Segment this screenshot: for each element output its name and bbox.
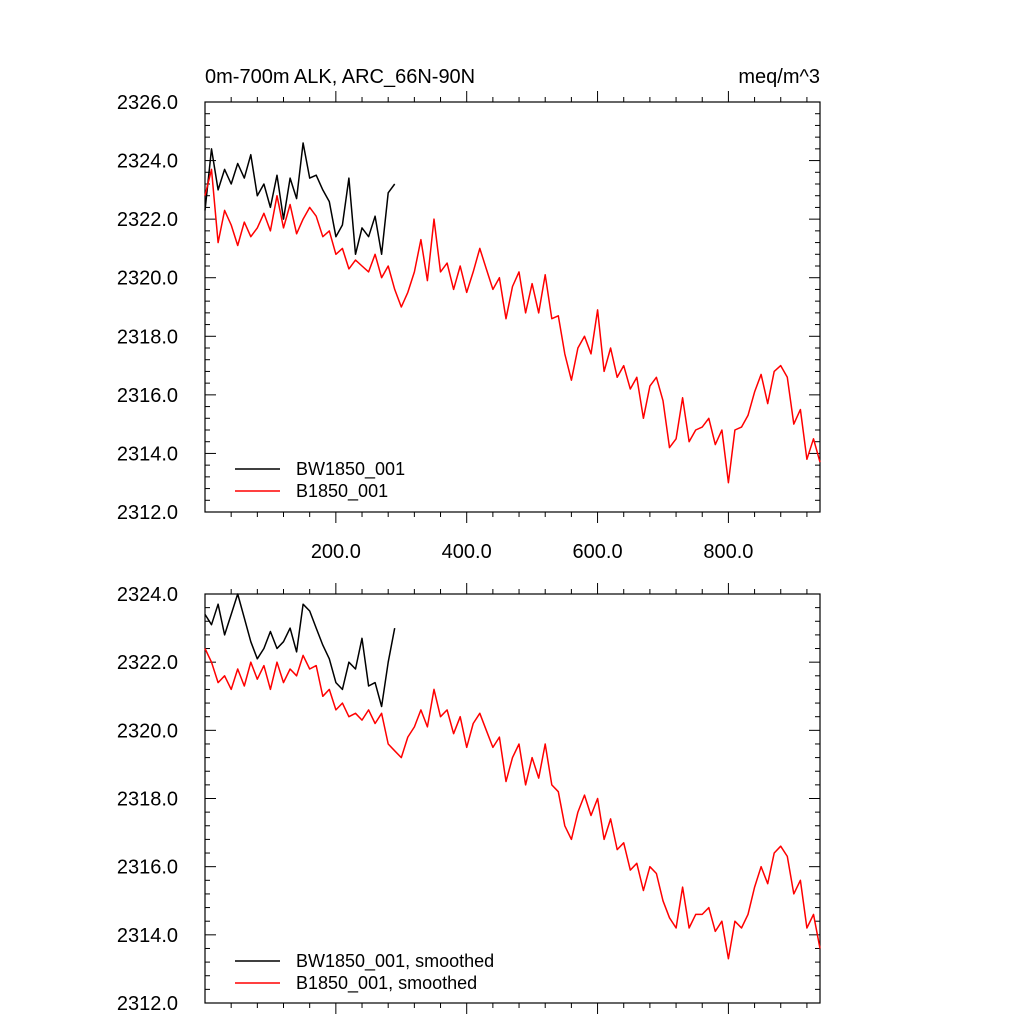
y-tick-label: 2324.0 xyxy=(117,151,178,173)
y-tick-label: 2312.0 xyxy=(117,993,178,1015)
legend-label-bw1850: BW1850_001 xyxy=(296,459,405,480)
top-panel: 2312.0 2314.0 2316.0 2318.0 2320.0 2322.0 2324… xyxy=(117,91,821,563)
y-tick-label: 2322.0 xyxy=(117,209,178,231)
y-tick-label: 2316.0 xyxy=(117,857,178,879)
legend-label-b1850: B1850_001 xyxy=(296,481,388,502)
series-line-bw1850-001 xyxy=(204,142,396,256)
legend-label-b1850-smoothed: B1850_001, smoothed xyxy=(296,973,477,994)
bottom-legend: BW1850_001, smoothed B1850_001, smoothed xyxy=(235,951,494,994)
y-tick-label: 2312.0 xyxy=(117,502,178,524)
y-tick-label: 2314.0 xyxy=(117,925,178,947)
plot-frame xyxy=(204,593,821,1004)
plot-frame xyxy=(204,101,821,513)
legend-label-bw1850-smoothed: BW1850_001, smoothed xyxy=(296,951,494,972)
series-line-b1850-001-smoothed xyxy=(204,648,821,960)
y-tick-label: 2318.0 xyxy=(117,326,178,348)
series-line-bw1850-001-smoothed xyxy=(204,593,396,708)
y-tick-label: 2316.0 xyxy=(117,385,178,407)
bottom-panel: 2312.0 2314.0 2316.0 2318.0 2320.0 2322.0 2324… xyxy=(117,583,821,1015)
y-tick-label: 2324.0 xyxy=(117,584,178,606)
x-tick-label: 800.0 xyxy=(703,541,753,563)
y-tick-label: 2320.0 xyxy=(117,268,178,290)
y-tick-label: 2314.0 xyxy=(117,443,178,465)
y-tick-label: 2318.0 xyxy=(117,789,178,811)
x-tick-label: 200.0 xyxy=(311,541,361,563)
x-tick-label: 400.0 xyxy=(442,541,492,563)
y-tick-label: 2322.0 xyxy=(117,652,178,674)
units-label: meq/m^3 xyxy=(738,66,820,88)
y-tick-label: 2326.0 xyxy=(117,92,178,114)
x-tick-label: 600.0 xyxy=(573,541,623,563)
y-tick-label: 2320.0 xyxy=(117,720,178,742)
top-legend: BW1850_001 B1850_001 xyxy=(235,459,405,502)
chart-title: 0m-700m ALK, ARC_66N-90N xyxy=(205,66,475,88)
series-line-b1850-001 xyxy=(204,168,821,484)
